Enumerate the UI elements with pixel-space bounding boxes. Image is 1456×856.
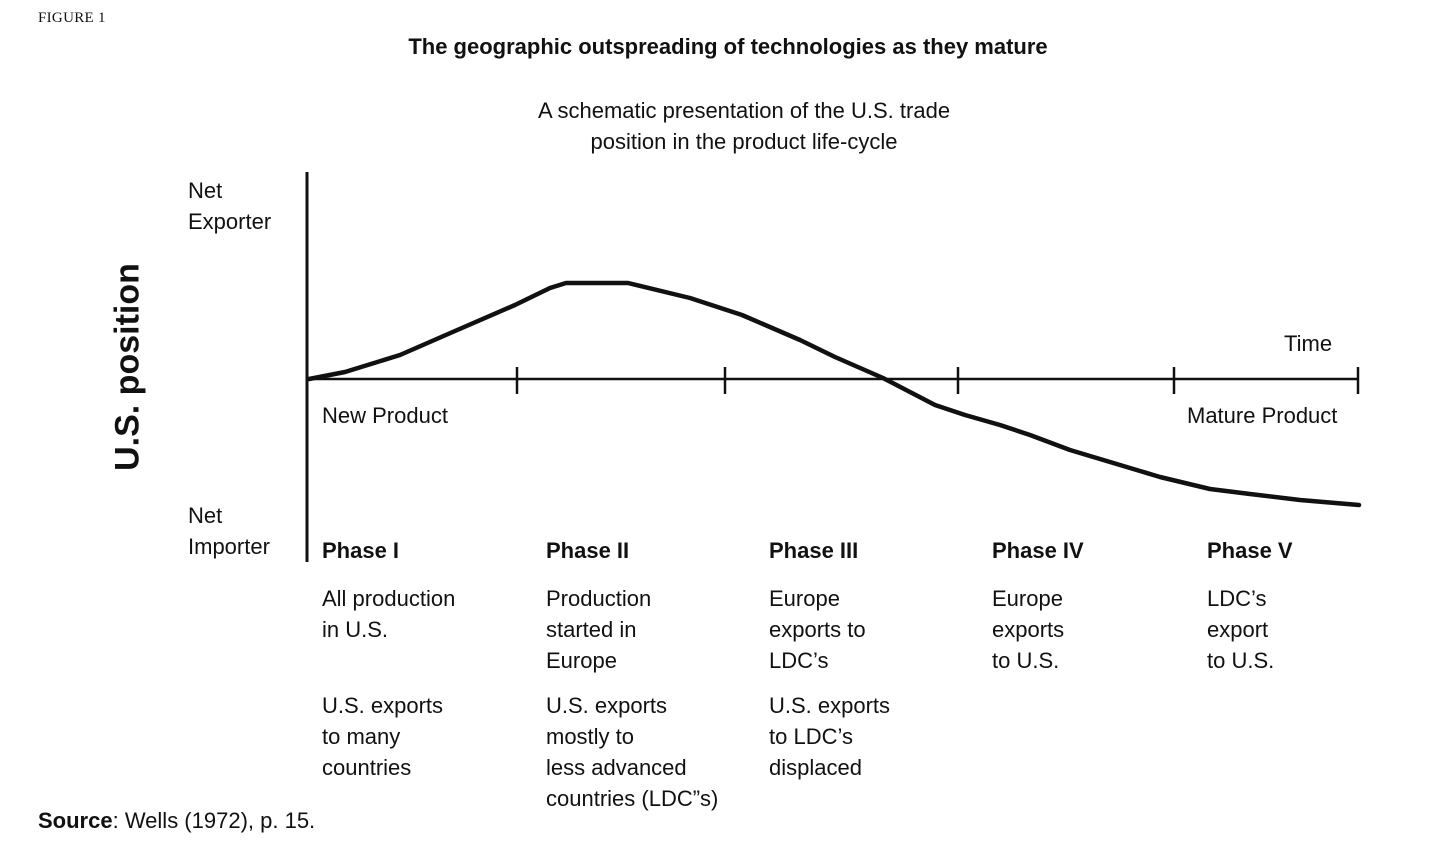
phase-5-title: Phase V [1207, 538, 1293, 563]
phase-5-desc-line: to U.S. [1207, 648, 1275, 673]
phase-3-desc-line: LDC’s [769, 648, 829, 673]
net-importer-line: Net [188, 503, 223, 528]
phase-2-desc-line: Europe [546, 648, 617, 673]
phase-4-description: Europe exports to U.S. [992, 583, 1202, 676]
phase-2-desc-line: started in [546, 617, 637, 642]
time-label: Time [1284, 331, 1333, 356]
phase-2-note-line: U.S. exports [546, 693, 668, 718]
source-text: : Wells (1972), p. 15. [112, 808, 316, 833]
phase-2-desc-line: Production [546, 586, 652, 611]
phase-1-note: U.S. exports to many countries [322, 690, 532, 783]
phase-3-note: U.S. exports to LDC’s displaced [769, 690, 979, 783]
phase-1-note-line: to many [322, 724, 401, 749]
phase-2-description: Production started in Europe [546, 583, 756, 676]
figure-label: FIGURE 1 [38, 10, 106, 26]
phase-1-note-line: U.S. exports [322, 693, 444, 718]
phase-5-description: LDC’s export to U.S. [1207, 583, 1417, 676]
source-citation: Source: Wells (1972), p. 15. [38, 808, 315, 834]
phase-3-title: Phase III [769, 538, 859, 563]
phase-1-note-line: countries [322, 755, 412, 780]
subtitle-line: A schematic presentation of the U.S. tra… [537, 98, 951, 123]
phase-2-note-line: less advanced [546, 755, 687, 780]
phase-2-note-line: mostly to [546, 724, 635, 749]
phase-3-note-line: displaced [769, 755, 862, 780]
phase-3-desc-line: Europe [769, 586, 840, 611]
phase-4-desc-line: exports [992, 617, 1065, 642]
source-label: Source [38, 808, 113, 833]
net-importer-label: Net Importer [188, 500, 270, 562]
phase-2-note: U.S. exports mostly to less advanced cou… [546, 690, 756, 814]
net-importer-line: Importer [188, 534, 270, 559]
phase-3-description: Europe exports to LDC’s [769, 583, 979, 676]
trade-position-curve [306, 280, 1362, 508]
phase-1-desc-line: in U.S. [322, 617, 389, 642]
net-exporter-line: Net [188, 178, 223, 203]
subtitle-line: position in the product life-cycle [590, 129, 898, 154]
phase-1-description: All production in U.S. [322, 583, 532, 645]
phase-2-title: Phase II [546, 538, 630, 563]
phase-3-note-line: U.S. exports [769, 693, 891, 718]
phase-3-note-line: to LDC’s [769, 724, 853, 749]
phase-4-title: Phase IV [992, 538, 1084, 563]
phase-1-desc-line: All production [322, 586, 456, 611]
phase-4-desc-line: to U.S. [992, 648, 1060, 673]
phase-5-desc-line: export [1207, 617, 1269, 642]
figure-title: The geographic outspreading of technolog… [408, 34, 1048, 59]
phase-4-desc-line: Europe [992, 586, 1063, 611]
mature-product-label: Mature Product [1187, 403, 1338, 428]
figure-subtitle: A schematic presentation of the U.S. tra… [444, 95, 1044, 157]
new-product-label: New Product [322, 403, 448, 428]
net-exporter-line: Exporter [188, 209, 272, 234]
phase-1-title: Phase I [322, 538, 400, 563]
phase-2-note-line: countries (LDC”s) [546, 786, 719, 811]
phase-3-desc-line: exports to [769, 617, 866, 642]
net-exporter-label: Net Exporter [188, 175, 271, 237]
phase-5-desc-line: LDC’s [1207, 586, 1267, 611]
